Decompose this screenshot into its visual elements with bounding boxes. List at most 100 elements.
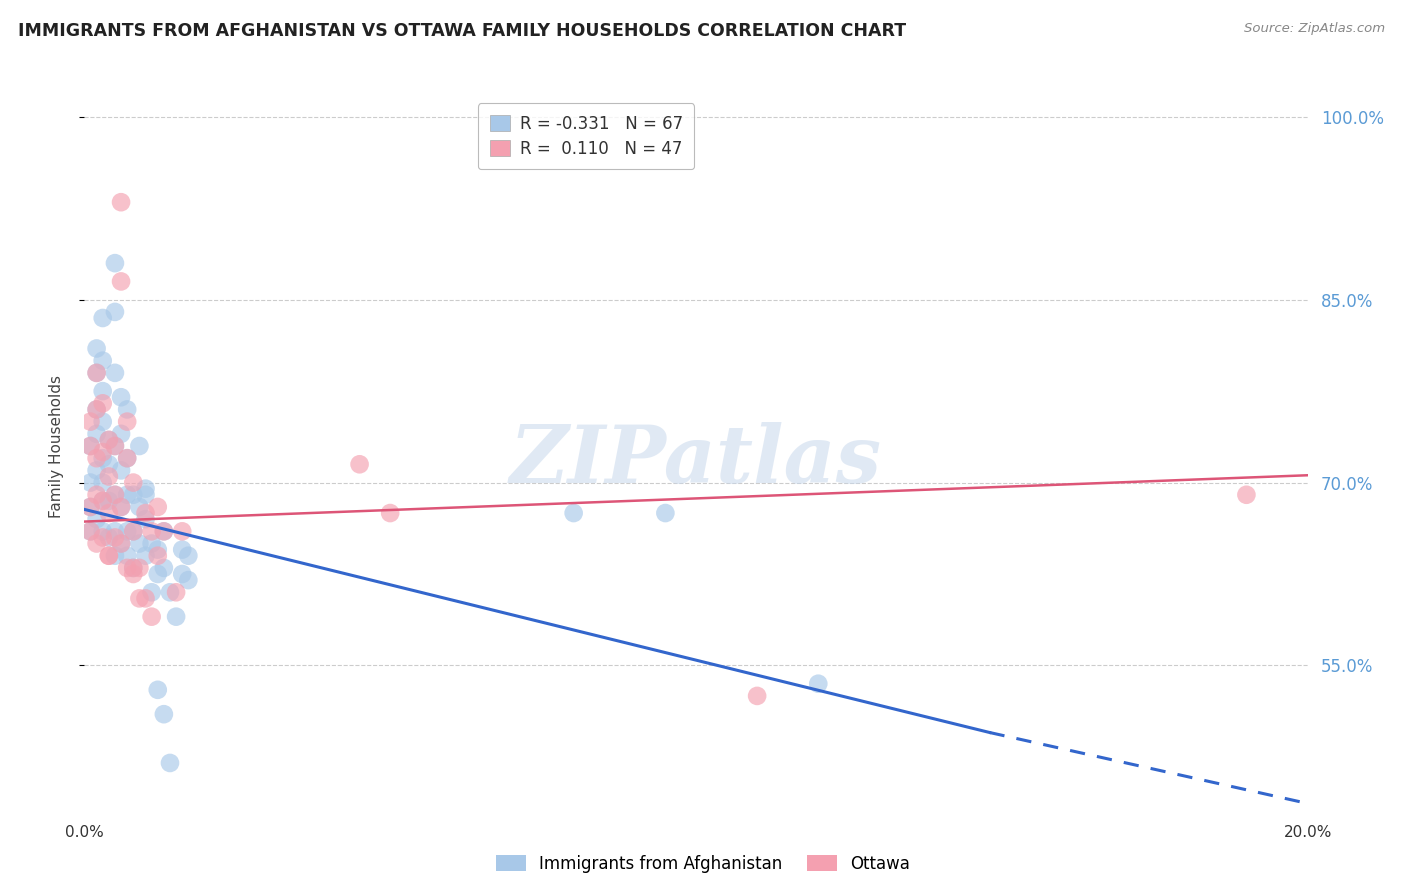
- Point: [159, 756, 181, 770]
- Point: [122, 567, 145, 582]
- Point: [135, 488, 157, 502]
- Text: ZIPatlas: ZIPatlas: [510, 422, 882, 500]
- Point: [115, 561, 138, 575]
- Point: [141, 524, 163, 539]
- Point: [146, 542, 169, 557]
- Point: [122, 475, 145, 490]
- Point: [115, 524, 138, 539]
- Point: [177, 573, 200, 587]
- Point: [79, 415, 101, 429]
- Point: [110, 536, 132, 550]
- Point: [128, 439, 150, 453]
- Point: [747, 689, 769, 703]
- Point: [79, 475, 101, 490]
- Point: [86, 488, 108, 502]
- Point: [153, 707, 176, 722]
- Point: [110, 536, 132, 550]
- Point: [91, 494, 114, 508]
- Point: [128, 591, 150, 606]
- Point: [115, 488, 138, 502]
- Point: [79, 524, 101, 539]
- Point: [97, 506, 120, 520]
- Point: [79, 524, 101, 539]
- Point: [115, 415, 138, 429]
- Point: [135, 482, 157, 496]
- Point: [104, 366, 127, 380]
- Point: [172, 524, 194, 539]
- Point: [141, 585, 163, 599]
- Point: [104, 488, 127, 502]
- Point: [135, 591, 157, 606]
- Point: [380, 506, 402, 520]
- Legend: Immigrants from Afghanistan, Ottawa: Immigrants from Afghanistan, Ottawa: [489, 848, 917, 880]
- Point: [110, 426, 132, 441]
- Point: [165, 609, 187, 624]
- Point: [97, 433, 120, 447]
- Point: [104, 256, 127, 270]
- Point: [86, 426, 108, 441]
- Point: [79, 500, 101, 514]
- Point: [122, 524, 145, 539]
- Point: [104, 305, 127, 319]
- Point: [91, 524, 114, 539]
- Point: [104, 530, 127, 544]
- Point: [349, 458, 371, 472]
- Point: [1236, 488, 1258, 502]
- Point: [97, 458, 120, 472]
- Point: [97, 549, 120, 563]
- Point: [104, 439, 127, 453]
- Point: [122, 524, 145, 539]
- Point: [141, 536, 163, 550]
- Point: [177, 549, 200, 563]
- Point: [110, 463, 132, 477]
- Point: [153, 524, 176, 539]
- Point: [86, 536, 108, 550]
- Point: [141, 609, 163, 624]
- Point: [86, 342, 108, 356]
- Point: [97, 530, 120, 544]
- Point: [110, 275, 132, 289]
- Point: [97, 433, 120, 447]
- Point: [79, 439, 101, 453]
- Point: [91, 311, 114, 326]
- Point: [86, 463, 108, 477]
- Point: [86, 366, 108, 380]
- Point: [79, 500, 101, 514]
- Point: [146, 500, 169, 514]
- Point: [146, 567, 169, 582]
- Point: [146, 549, 169, 563]
- Y-axis label: Family Households: Family Households: [49, 375, 63, 517]
- Point: [104, 549, 127, 563]
- Point: [79, 439, 101, 453]
- Point: [97, 469, 120, 483]
- Point: [104, 524, 127, 539]
- Text: IMMIGRANTS FROM AFGHANISTAN VS OTTAWA FAMILY HOUSEHOLDS CORRELATION CHART: IMMIGRANTS FROM AFGHANISTAN VS OTTAWA FA…: [18, 22, 907, 40]
- Point: [146, 682, 169, 697]
- Point: [91, 415, 114, 429]
- Point: [91, 353, 114, 368]
- Point: [115, 549, 138, 563]
- Point: [128, 561, 150, 575]
- Point: [86, 366, 108, 380]
- Point: [91, 384, 114, 399]
- Point: [654, 506, 676, 520]
- Point: [172, 542, 194, 557]
- Point: [91, 494, 114, 508]
- Point: [91, 396, 114, 410]
- Point: [91, 530, 114, 544]
- Point: [104, 439, 127, 453]
- Point: [86, 402, 108, 417]
- Point: [110, 500, 132, 514]
- Point: [122, 488, 145, 502]
- Point: [153, 561, 176, 575]
- Point: [91, 451, 114, 466]
- Point: [165, 585, 187, 599]
- Point: [153, 524, 176, 539]
- Point: [104, 488, 127, 502]
- Point: [115, 402, 138, 417]
- Point: [807, 677, 830, 691]
- Point: [110, 390, 132, 404]
- Point: [135, 512, 157, 526]
- Point: [86, 451, 108, 466]
- Point: [110, 195, 132, 210]
